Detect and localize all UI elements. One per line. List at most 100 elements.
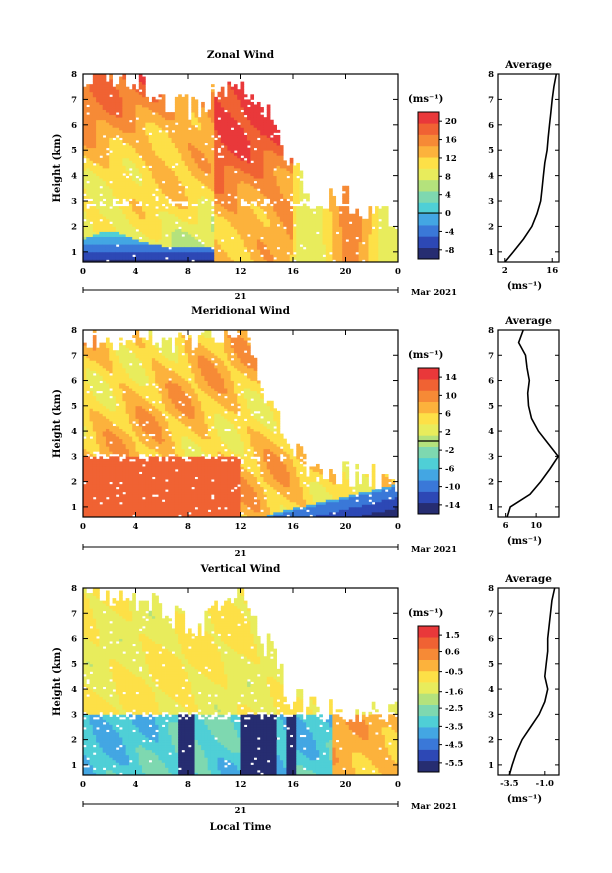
heatmap-cell: [214, 170, 218, 174]
heatmap-cell: [253, 188, 258, 192]
heatmap-cell: [338, 218, 343, 222]
heatmap-cell: [151, 132, 156, 136]
heatmap-cell: [243, 145, 248, 149]
heatmap-cell: [338, 213, 343, 217]
heatmap-cell: [99, 228, 104, 232]
heatmap-cell: [92, 241, 97, 245]
heatmap-cell: [309, 244, 314, 248]
heatmap-cell: [89, 185, 94, 189]
heatmap-cell: [115, 188, 120, 192]
heatmap-cell: [355, 231, 360, 235]
heatmap-cell: [109, 89, 113, 93]
heatmap-cell: [132, 206, 136, 210]
heatmap-cell: [145, 239, 150, 243]
heatmap-cell: [102, 180, 107, 184]
heatmap-cell: [89, 117, 94, 121]
heatmap-cell: [165, 185, 169, 189]
heatmap-cell: [132, 96, 136, 100]
heatmap-cell: [122, 132, 127, 136]
heatmap-cell: [391, 231, 396, 235]
heatmap-cell: [204, 201, 209, 204]
heatmap-cell: [158, 198, 163, 202]
heatmap-cell: [263, 234, 268, 237]
heatmap-cell: [214, 234, 218, 237]
heatmap-cell: [233, 259, 238, 263]
heatmap-cell: [142, 231, 146, 235]
heatmap-cell: [184, 218, 189, 222]
heatmap-cell: [188, 162, 192, 166]
heatmap-cell: [171, 188, 176, 192]
heatmap-cell: [178, 134, 182, 138]
heatmap-cell: [112, 114, 117, 118]
heatmap-cell: [214, 244, 218, 248]
heatmap-cell: [335, 236, 340, 240]
heatmap-cell: [86, 441, 90, 445]
heatmap-cell: [197, 134, 202, 138]
heatmap-cell: [210, 160, 215, 164]
heatmap-cell: [296, 178, 300, 182]
heatmap-cell: [204, 221, 209, 225]
heatmap-cell: [151, 180, 156, 184]
heatmap-cell: [322, 223, 327, 227]
heatmap-cell: [197, 206, 202, 210]
colorbar-label: 8: [445, 172, 451, 182]
heatmap-cell: [109, 244, 113, 248]
heatmap-cell: [243, 134, 248, 138]
heatmap-cell: [191, 152, 195, 156]
heatmap-cell: [256, 104, 261, 108]
heatmap-cell: [174, 183, 179, 187]
heatmap-cell: [102, 150, 107, 154]
heatmap-cell: [276, 152, 281, 156]
heatmap-cell: [158, 132, 163, 136]
heatmap-cell: [181, 228, 186, 232]
heatmap-cell: [204, 160, 209, 164]
heatmap-cell: [279, 183, 284, 187]
heatmap-cell: [119, 155, 123, 159]
heatmap-cell: [191, 150, 195, 154]
heatmap-cell: [145, 211, 150, 215]
heatmap-cell: [138, 140, 143, 143]
heatmap-cell: [220, 241, 225, 245]
heatmap-cell: [181, 218, 186, 222]
heatmap-cell: [155, 251, 159, 255]
heatmap-cell: [138, 226, 143, 230]
heatmap-cell: [237, 124, 241, 128]
heatmap-cell: [224, 198, 228, 202]
heatmap-cell: [102, 185, 107, 189]
heatmap-cell: [191, 241, 195, 245]
heatmap-cell: [99, 183, 104, 187]
heatmap-cell: [263, 185, 268, 189]
heatmap-cell: [135, 241, 140, 245]
heatmap-cell: [191, 145, 195, 149]
heatmap-cell: [109, 246, 113, 250]
heatmap-cell: [342, 226, 346, 230]
heatmap-cell: [237, 221, 241, 225]
heatmap-cell: [148, 185, 153, 189]
y-tick-label: 4: [71, 172, 77, 182]
heatmap-cell: [158, 173, 163, 177]
heatmap-cell: [237, 236, 241, 240]
heatmap-cell: [86, 124, 90, 128]
heatmap-cell: [227, 259, 232, 263]
heatmap-cell: [220, 114, 225, 118]
heatmap-cell: [227, 91, 232, 95]
heatmap-cell: [296, 246, 300, 250]
heatmap-cell: [151, 104, 156, 108]
heatmap-cell: [158, 234, 163, 237]
heatmap-cell: [168, 140, 172, 143]
heatmap-cell: [309, 226, 314, 230]
heatmap-cell: [191, 198, 195, 202]
heatmap-cell: [355, 259, 360, 263]
heatmap-cell: [92, 175, 97, 179]
heatmap-cell: [96, 107, 100, 110]
heatmap-cell: [92, 461, 97, 465]
heatmap-cell: [128, 231, 133, 235]
heatmap-cell: [207, 226, 212, 230]
heatmap-cell: [115, 157, 120, 161]
heatmap-cell: [243, 104, 248, 108]
heatmap-cell: [233, 208, 238, 212]
heatmap-cell: [188, 145, 192, 149]
heatmap-cell: [256, 175, 261, 179]
heatmap-cell: [358, 218, 363, 222]
heatmap-cell: [165, 259, 169, 263]
